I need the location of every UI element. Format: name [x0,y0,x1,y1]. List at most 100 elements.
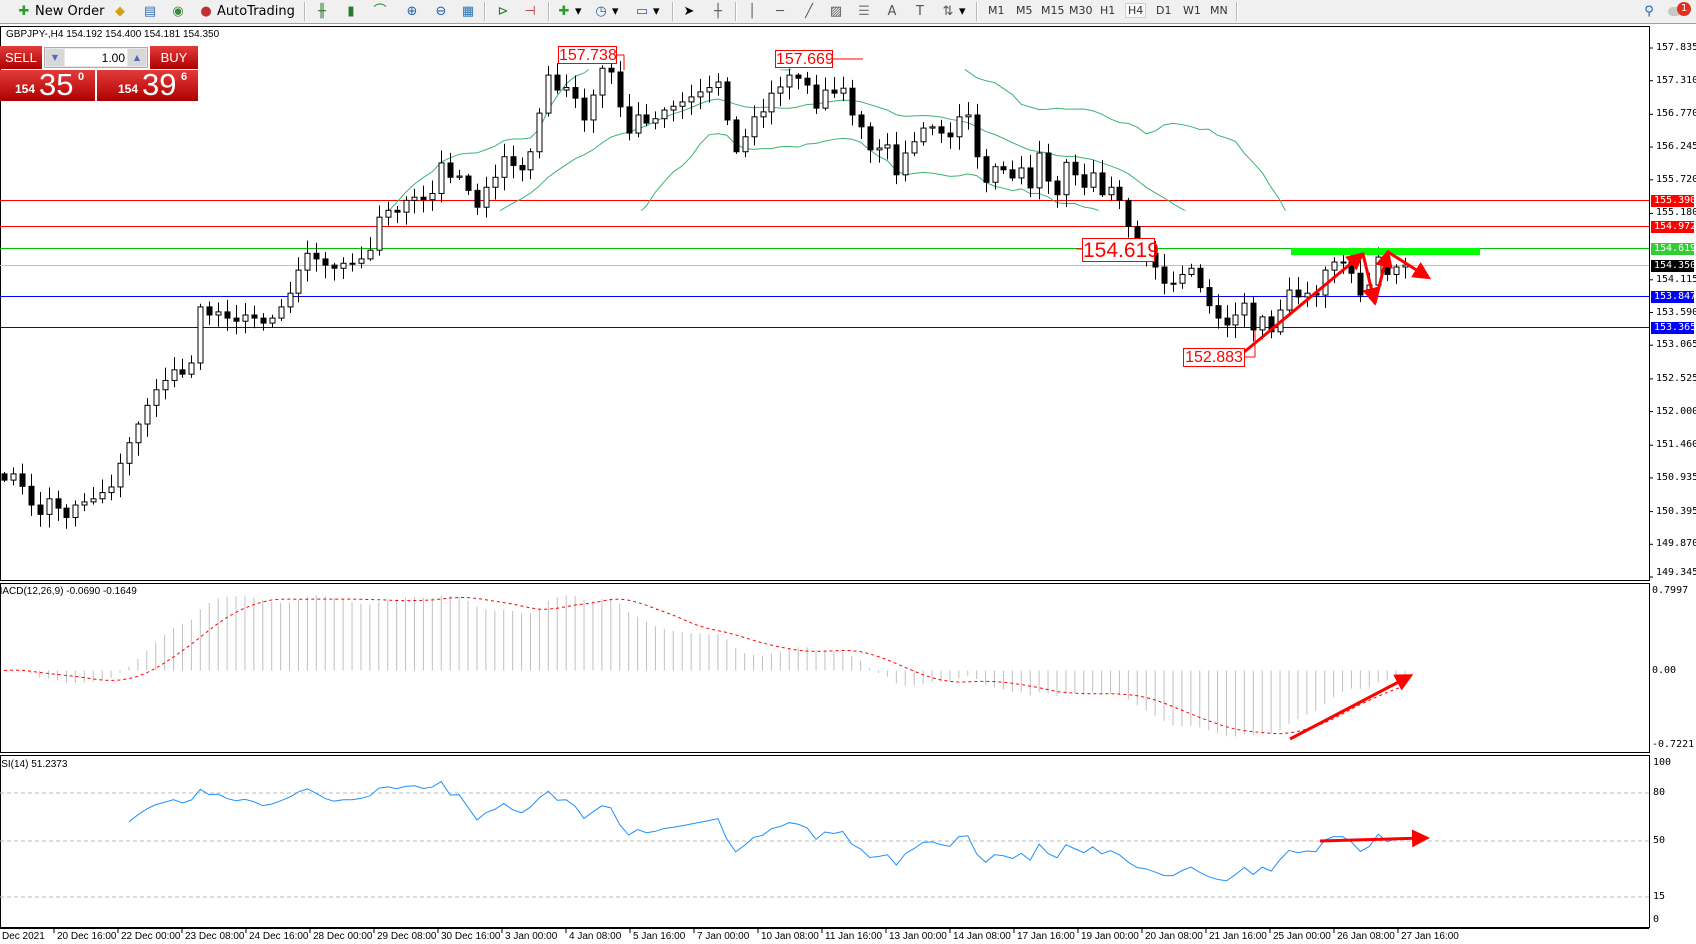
market-watch-button[interactable]: ◆ [112,2,131,21]
timeframe-w1[interactable]: W1 [1183,4,1201,17]
notifications-button[interactable]: 1 [1668,2,1694,21]
bear-candle [465,175,472,191]
bear-candle [19,473,26,487]
rsi-tick-label: 80 [1653,787,1666,798]
time-label: 26 Jan 08:00 [1337,931,1395,942]
chat-icon [1668,7,1681,16]
channel-button[interactable]: ▨ [828,2,847,21]
candlestick-button[interactable]: ▮ [343,2,362,21]
low-annotation: 152.883 [1183,348,1245,367]
horizontal-line-button[interactable]: ─ [772,2,791,21]
bull-candle [10,473,17,481]
buy-price-sup: 6 [181,71,188,83]
timeframe-m5[interactable]: M5 [1016,4,1033,17]
buy-price[interactable]: 154 39 6 [97,67,198,102]
navigator-button[interactable]: ◉ [170,2,189,21]
lot-increase-button[interactable]: ▲ [128,49,146,66]
bull-candle [385,209,392,218]
time-label: 14 Jan 08:00 [953,931,1011,942]
time-label: 21 Jan 16:00 [1209,931,1267,942]
lot-input[interactable] [65,49,127,66]
bear-candle [1081,174,1088,188]
bear-candle [1099,172,1106,196]
zoom-in-button[interactable]: ⊕ [404,2,423,21]
data-window-button[interactable]: ▤ [142,2,161,21]
bull-candle [340,262,347,269]
timeframe-m1[interactable]: M1 [988,4,1005,17]
bull-candle [635,114,642,134]
macd-frame [0,583,1650,753]
time-label: 13 Jan 00:00 [889,931,947,942]
bear-candle [983,156,990,183]
sell-price[interactable]: 154 35 0 [0,67,95,102]
price-tick-label: 155.180 [1656,207,1696,219]
bear-candle [893,144,900,176]
zoom-out-button[interactable]: ⊖ [433,2,452,21]
auto-scroll-button[interactable]: ⊳ [495,2,514,21]
timeframe-mn[interactable]: MN [1210,4,1228,17]
bull-candle [751,116,758,138]
bull-candle [197,306,204,364]
text-button[interactable]: A [884,2,903,21]
chart-shift-button[interactable]: ⊣ [522,2,541,21]
bear-candle [795,74,802,79]
lot-decrease-button[interactable]: ▼ [46,49,64,66]
line-chart-button[interactable]: ⌒ [372,2,391,21]
time-label: 17 Jan 16:00 [1017,931,1075,942]
timeframe-m30[interactable]: M30 [1069,4,1093,17]
bear-candle [420,196,427,201]
arrows-icon: ⇅ [942,3,954,19]
bear-candle [1161,266,1168,284]
bear-candle [733,119,740,153]
text-label-button[interactable]: T [912,2,931,21]
timeframe-h4[interactable]: H4 [1124,3,1147,18]
bear-candle [179,369,186,375]
bull-candle [670,105,677,111]
bull-candle [349,262,356,265]
bear-candle [572,87,579,99]
new-order-button[interactable]: ✚ New Order [16,2,105,21]
bull-candle [884,144,891,149]
bull-candle [126,442,133,464]
timeframe-h1[interactable]: H1 [1100,4,1116,17]
search-button[interactable]: ⚲ [1641,2,1660,21]
trendline-button[interactable]: ╱ [801,2,820,21]
periods-button[interactable]: ◷ ▾ [593,2,618,21]
bull-candle [706,87,713,93]
time-label: Dec 2021 [2,931,45,942]
cursor-icon: ➤ [683,3,695,19]
price-tick-label: 153.065 [1656,339,1696,351]
bull-candle [1232,314,1239,326]
price-tick-label: 157.835 [1656,42,1696,53]
autotrading-button[interactable]: ● AutoTrading [198,2,295,21]
crosshair-button[interactable]: ┼ [710,2,729,21]
bull-candle [911,141,918,154]
sell-button[interactable]: SELL [0,46,42,69]
arrows-button[interactable]: ⇅ ▾ [940,2,966,21]
bull-candle [1304,292,1311,298]
time-label: 29 Dec 08:00 [377,931,437,942]
bear-candle [938,126,945,134]
bear-candle [474,189,481,208]
fibonacci-button[interactable]: ☰ [856,2,875,21]
timeframe-m15[interactable]: M15 [1041,4,1065,17]
bull-candle [269,317,276,324]
price-tick-label: 151.460 [1656,439,1696,451]
timeframe-d1[interactable]: D1 [1156,4,1172,17]
rsi-line [128,780,1406,882]
bollinger-middle [174,99,1405,467]
cursor-button[interactable]: ➤ [681,2,700,21]
vertical-line-button[interactable]: │ [744,2,763,21]
indicators-button[interactable]: ✚ ▾ [556,2,582,21]
bear-candle [1250,302,1257,331]
bull-candle [786,74,793,88]
bull-candle [171,369,178,381]
bar-chart-button[interactable]: ╫ [314,2,333,21]
time-label: 4 Jan 08:00 [569,931,622,942]
tile-windows-button[interactable]: ▦ [460,2,479,21]
buy-button[interactable]: BUY [150,46,198,69]
templates-button[interactable]: ▭ ▾ [635,3,660,20]
bear-candle [813,84,820,109]
bear-candle [1295,289,1302,298]
